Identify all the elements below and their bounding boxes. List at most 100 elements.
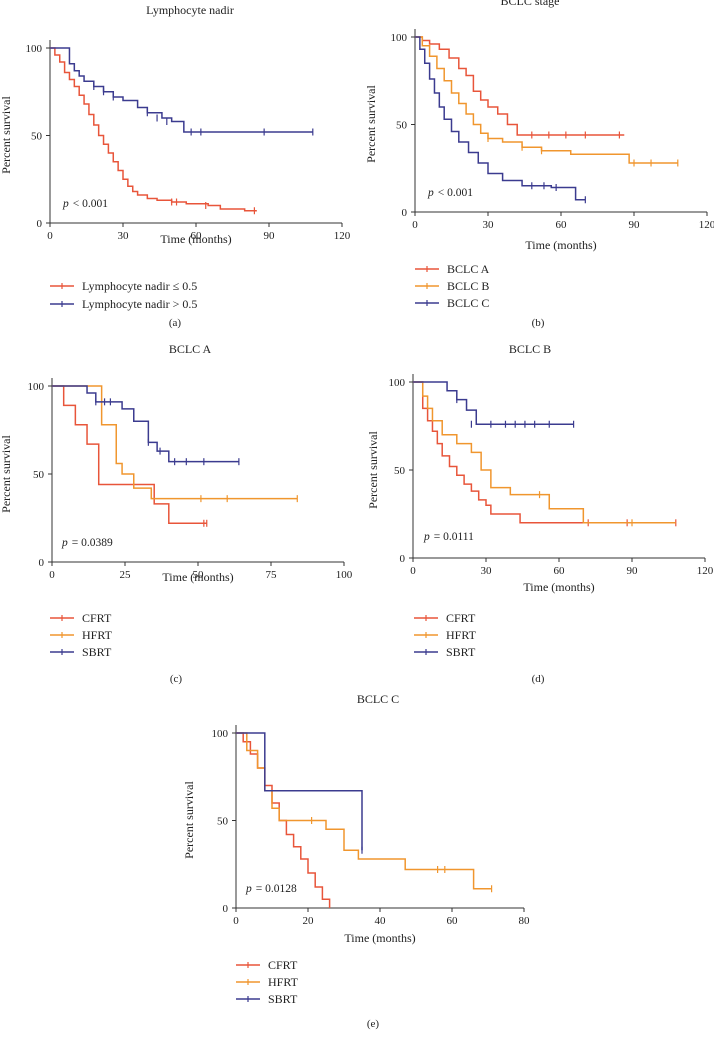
x-tick-label: 30 <box>481 565 493 577</box>
y-axis-label: Percent survival <box>364 85 378 163</box>
x-axis-label: Time (months) <box>525 238 596 252</box>
series-line <box>236 732 363 851</box>
x-tick-label: 90 <box>264 230 276 242</box>
legend-item: BCLC C <box>415 296 489 310</box>
legend-item: CFRT <box>414 611 476 625</box>
series-line <box>413 381 676 524</box>
legend-label: SBRT <box>446 645 476 659</box>
legend-label: BCLC B <box>447 279 489 293</box>
legend-item: HFRT <box>50 628 113 642</box>
series-line <box>413 381 676 524</box>
legend-label: BCLC A <box>447 262 490 276</box>
legend-label: BCLC C <box>447 296 489 310</box>
x-tick-label: 120 <box>334 230 351 242</box>
series-1 <box>52 385 298 503</box>
legend-label: HFRT <box>446 628 477 642</box>
series-0 <box>415 36 625 139</box>
x-tick-label: 0 <box>47 230 53 242</box>
chart-title: BCLC A <box>169 342 212 356</box>
p-value-symbol: p <box>62 198 69 210</box>
series-line <box>52 385 207 525</box>
legend-item: BCLC A <box>415 262 490 276</box>
x-tick-label: 20 <box>303 915 315 927</box>
legend-label: Lymphocyte nadir > 0.5 <box>82 297 197 311</box>
chart-panel-d: BCLC B 0 30 60 90 120 0 50 100 Time (months) Perce… <box>366 342 714 685</box>
x-tick-label: 0 <box>412 219 418 231</box>
p-value-annotation: p = 0.0128 <box>245 883 297 895</box>
p-value-symbol: p <box>245 883 252 895</box>
chart-title: BCLC B <box>509 342 551 356</box>
series-line <box>50 47 313 133</box>
x-tick-label: 120 <box>699 219 714 231</box>
chart-title: BCLC C <box>357 692 399 706</box>
x-axis-label: Time (months) <box>523 580 594 594</box>
series-0 <box>52 385 208 527</box>
series-0 <box>50 47 257 215</box>
x-tick-label: 25 <box>120 569 132 581</box>
p-value-annotation: p < 0.001 <box>62 198 108 210</box>
series-line <box>415 36 625 136</box>
x-tick-label: 75 <box>266 569 278 581</box>
x-tick-label: 0 <box>233 915 239 927</box>
p-value-text: = 0.0128 <box>256 883 297 895</box>
legend-label: SBRT <box>82 645 112 659</box>
series-line <box>413 381 574 425</box>
x-tick-label: 100 <box>336 569 353 581</box>
p-value-symbol: p <box>423 531 430 543</box>
x-tick-label: 0 <box>410 565 416 577</box>
series-line <box>52 385 298 500</box>
x-tick-label: 80 <box>519 915 531 927</box>
y-axis-label: Percent survival <box>366 431 380 509</box>
legend-item: SBRT <box>414 645 476 659</box>
y-tick-label: 0 <box>402 207 408 219</box>
p-value-text: = 0.0389 <box>72 537 113 549</box>
y-tick-label: 100 <box>391 32 408 44</box>
y-tick-label: 100 <box>389 377 406 389</box>
legend-item: CFRT <box>236 958 298 972</box>
p-value-annotation: p < 0.001 <box>427 187 473 199</box>
legend-label: CFRT <box>268 958 298 972</box>
y-axis-label: Percent survival <box>0 96 13 174</box>
panel-label: (e) <box>367 1018 380 1030</box>
panel-label: (d) <box>532 673 545 685</box>
panel-label: (b) <box>532 317 545 329</box>
chart-panel-e: BCLC C 0 20 40 60 80 0 50 100 Time (months) Percen… <box>182 692 530 1030</box>
y-tick-label: 0 <box>223 903 229 915</box>
x-axis-label: Time (months) <box>344 931 415 945</box>
p-value-text: < 0.001 <box>73 198 108 210</box>
series-2 <box>236 732 363 854</box>
legend-item: HFRT <box>414 628 477 642</box>
chart-panel-a: Lymphocyte nadir 0 30 60 90 120 0 50 100 Time (mo… <box>0 3 351 329</box>
chart-title: BCLC stage <box>501 0 560 8</box>
p-value-symbol: p <box>61 537 68 549</box>
p-value-text: = 0.0111 <box>434 531 474 543</box>
legend-item: HFRT <box>236 975 299 989</box>
x-tick-label: 40 <box>375 915 387 927</box>
series-1 <box>236 732 493 893</box>
legend-label: CFRT <box>446 611 476 625</box>
y-tick-label: 100 <box>26 43 43 55</box>
series-2 <box>52 385 240 466</box>
y-tick-label: 50 <box>394 465 406 477</box>
x-tick-label: 60 <box>191 230 203 242</box>
legend-label: HFRT <box>268 975 299 989</box>
p-value-text: < 0.001 <box>438 187 473 199</box>
series-0 <box>413 381 677 527</box>
legend-item: SBRT <box>236 992 298 1006</box>
legend-label: CFRT <box>82 611 112 625</box>
x-tick-label: 30 <box>118 230 130 242</box>
legend-item: Lymphocyte nadir > 0.5 <box>50 297 197 311</box>
x-tick-label: 60 <box>447 915 459 927</box>
y-axis-label: Percent survival <box>182 781 196 859</box>
series-line <box>415 36 586 201</box>
y-axis-label: Percent survival <box>0 435 13 513</box>
series-line <box>415 36 678 164</box>
legend-label: SBRT <box>268 992 298 1006</box>
x-tick-label: 90 <box>629 219 641 231</box>
chart-panel-b: BCLC stage 0 30 60 90 120 0 50 100 Time (months) P… <box>364 0 714 329</box>
y-tick-label: 0 <box>400 553 406 565</box>
y-tick-label: 50 <box>33 469 45 481</box>
x-tick-label: 30 <box>483 219 495 231</box>
chart-title: Lymphocyte nadir <box>146 3 234 17</box>
panel-label: (a) <box>169 317 182 329</box>
